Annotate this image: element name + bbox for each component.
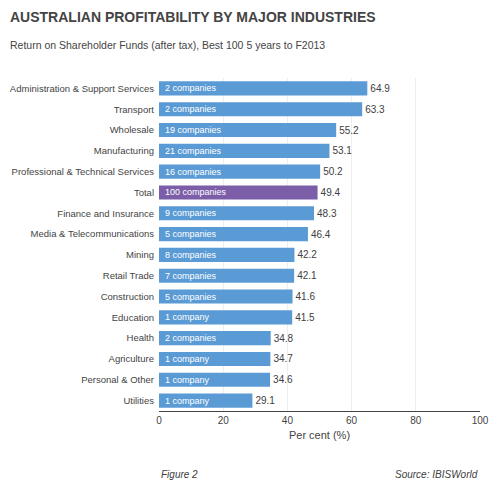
svg-text:34.7: 34.7 xyxy=(273,353,293,364)
svg-text:Construction: Construction xyxy=(101,291,154,302)
svg-text:46.4: 46.4 xyxy=(311,229,331,240)
svg-text:53.1: 53.1 xyxy=(332,145,352,156)
svg-text:64.9: 64.9 xyxy=(370,83,390,94)
svg-text:49.4: 49.4 xyxy=(321,187,341,198)
svg-text:34.8: 34.8 xyxy=(274,333,294,344)
svg-text:8 companies: 8 companies xyxy=(165,250,217,260)
svg-text:80: 80 xyxy=(410,415,422,426)
svg-text:100 companies: 100 companies xyxy=(165,187,227,197)
svg-text:Health: Health xyxy=(127,332,154,343)
svg-text:48.3: 48.3 xyxy=(317,208,337,219)
svg-text:29.1: 29.1 xyxy=(255,395,275,406)
svg-text:Education: Education xyxy=(112,312,154,323)
svg-text:60: 60 xyxy=(346,415,358,426)
svg-text:1 company: 1 company xyxy=(165,396,210,406)
svg-text:Administration & Support Servi: Administration & Support Services xyxy=(10,83,154,94)
svg-text:9 companies: 9 companies xyxy=(165,208,217,218)
svg-text:Figure 2: Figure 2 xyxy=(161,469,198,480)
svg-text:Transport: Transport xyxy=(114,104,155,115)
svg-text:Return on Shareholder Funds (a: Return on Shareholder Funds (after tax),… xyxy=(10,39,325,51)
svg-text:21 companies: 21 companies xyxy=(165,146,222,156)
svg-text:Personal & Other: Personal & Other xyxy=(81,374,154,385)
svg-text:2 companies: 2 companies xyxy=(165,83,217,93)
svg-text:Media & Telecommunications: Media & Telecommunications xyxy=(31,228,155,239)
svg-text:Per cent (%): Per cent (%) xyxy=(289,429,350,441)
svg-text:2 companies: 2 companies xyxy=(165,104,217,114)
svg-text:Professional & Technical Servi: Professional & Technical Services xyxy=(12,166,155,177)
svg-text:55.2: 55.2 xyxy=(339,125,359,136)
svg-text:34.6: 34.6 xyxy=(273,374,293,385)
svg-text:100: 100 xyxy=(472,415,489,426)
svg-text:Manufacturing: Manufacturing xyxy=(94,145,154,156)
svg-text:Retail Trade: Retail Trade xyxy=(103,270,154,281)
svg-text:63.3: 63.3 xyxy=(365,104,385,115)
svg-text:41.6: 41.6 xyxy=(296,291,316,302)
svg-text:1 company: 1 company xyxy=(165,312,210,322)
svg-text:Agriculture: Agriculture xyxy=(109,353,154,364)
svg-text:Source: IBISWorld: Source: IBISWorld xyxy=(395,469,478,480)
svg-text:Total: Total xyxy=(134,187,154,198)
svg-text:0: 0 xyxy=(156,415,162,426)
svg-text:5 companies: 5 companies xyxy=(165,229,217,239)
svg-text:40: 40 xyxy=(282,415,294,426)
svg-text:42.2: 42.2 xyxy=(297,249,317,260)
svg-text:Finance and Insurance: Finance and Insurance xyxy=(57,208,154,219)
svg-text:1 company: 1 company xyxy=(165,375,210,385)
svg-text:1 company: 1 company xyxy=(165,354,210,364)
svg-text:Utilities: Utilities xyxy=(123,395,154,406)
svg-text:7 companies: 7 companies xyxy=(165,271,217,281)
svg-text:5 companies: 5 companies xyxy=(165,292,217,302)
svg-text:50.2: 50.2 xyxy=(323,166,343,177)
svg-text:42.1: 42.1 xyxy=(297,270,317,281)
svg-text:AUSTRALIAN PROFITABILITY BY MA: AUSTRALIAN PROFITABILITY BY MAJOR INDUST… xyxy=(10,9,376,25)
svg-text:41.5: 41.5 xyxy=(295,312,315,323)
svg-text:Mining: Mining xyxy=(126,249,154,260)
svg-text:Wholesale: Wholesale xyxy=(110,124,154,135)
svg-text:19 companies: 19 companies xyxy=(165,125,222,135)
svg-text:16 companies: 16 companies xyxy=(165,167,222,177)
svg-text:20: 20 xyxy=(218,415,230,426)
svg-text:2 companies: 2 companies xyxy=(165,333,217,343)
